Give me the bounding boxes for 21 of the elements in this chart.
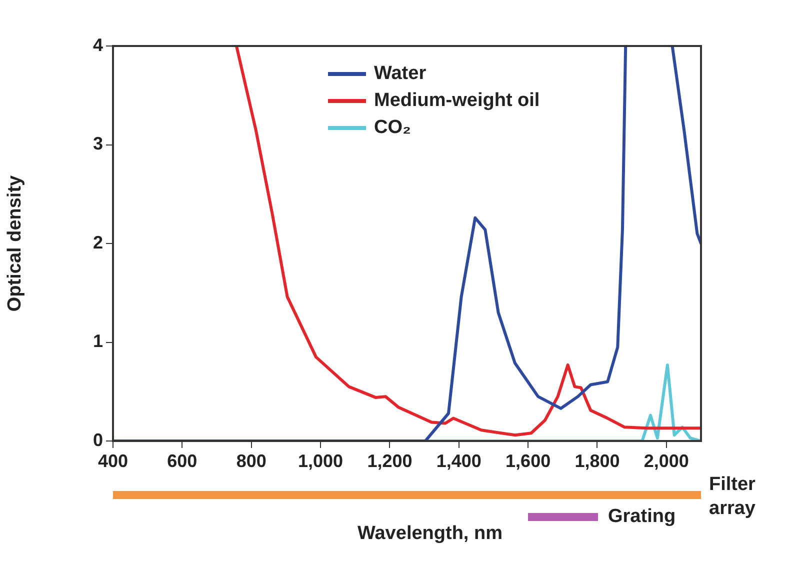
text: Filter array [709,474,756,520]
x-tick-label: 1,000 [298,450,344,471]
y-axis-title: Optical density [4,174,26,312]
x-tick-label: 1,400 [436,450,482,471]
legend-label: CO₂ [374,117,411,138]
x-axis-title: Wavelength, nm [358,523,502,544]
x-tick-label: 1,200 [367,450,412,471]
y-tick-label: 2 [92,232,103,252]
y-tick-label: 4 [92,34,103,55]
x-tick-label: 600 [167,450,198,471]
y-tick-label: 3 [92,134,103,154]
legend-label: Water [374,63,427,84]
x-tick-label: 1,600 [506,450,551,471]
x-tick-label: 2,000 [644,450,689,471]
x-tick-label: 400 [98,450,128,471]
x-tick-label: 1,800 [574,450,620,471]
y-tick-label: 1 [92,331,103,352]
text: Grating [608,506,676,528]
y-tick-label: 0 [92,430,103,450]
x-tick-label: 800 [236,450,266,471]
legend-label: Medium-weight oil [374,90,540,112]
